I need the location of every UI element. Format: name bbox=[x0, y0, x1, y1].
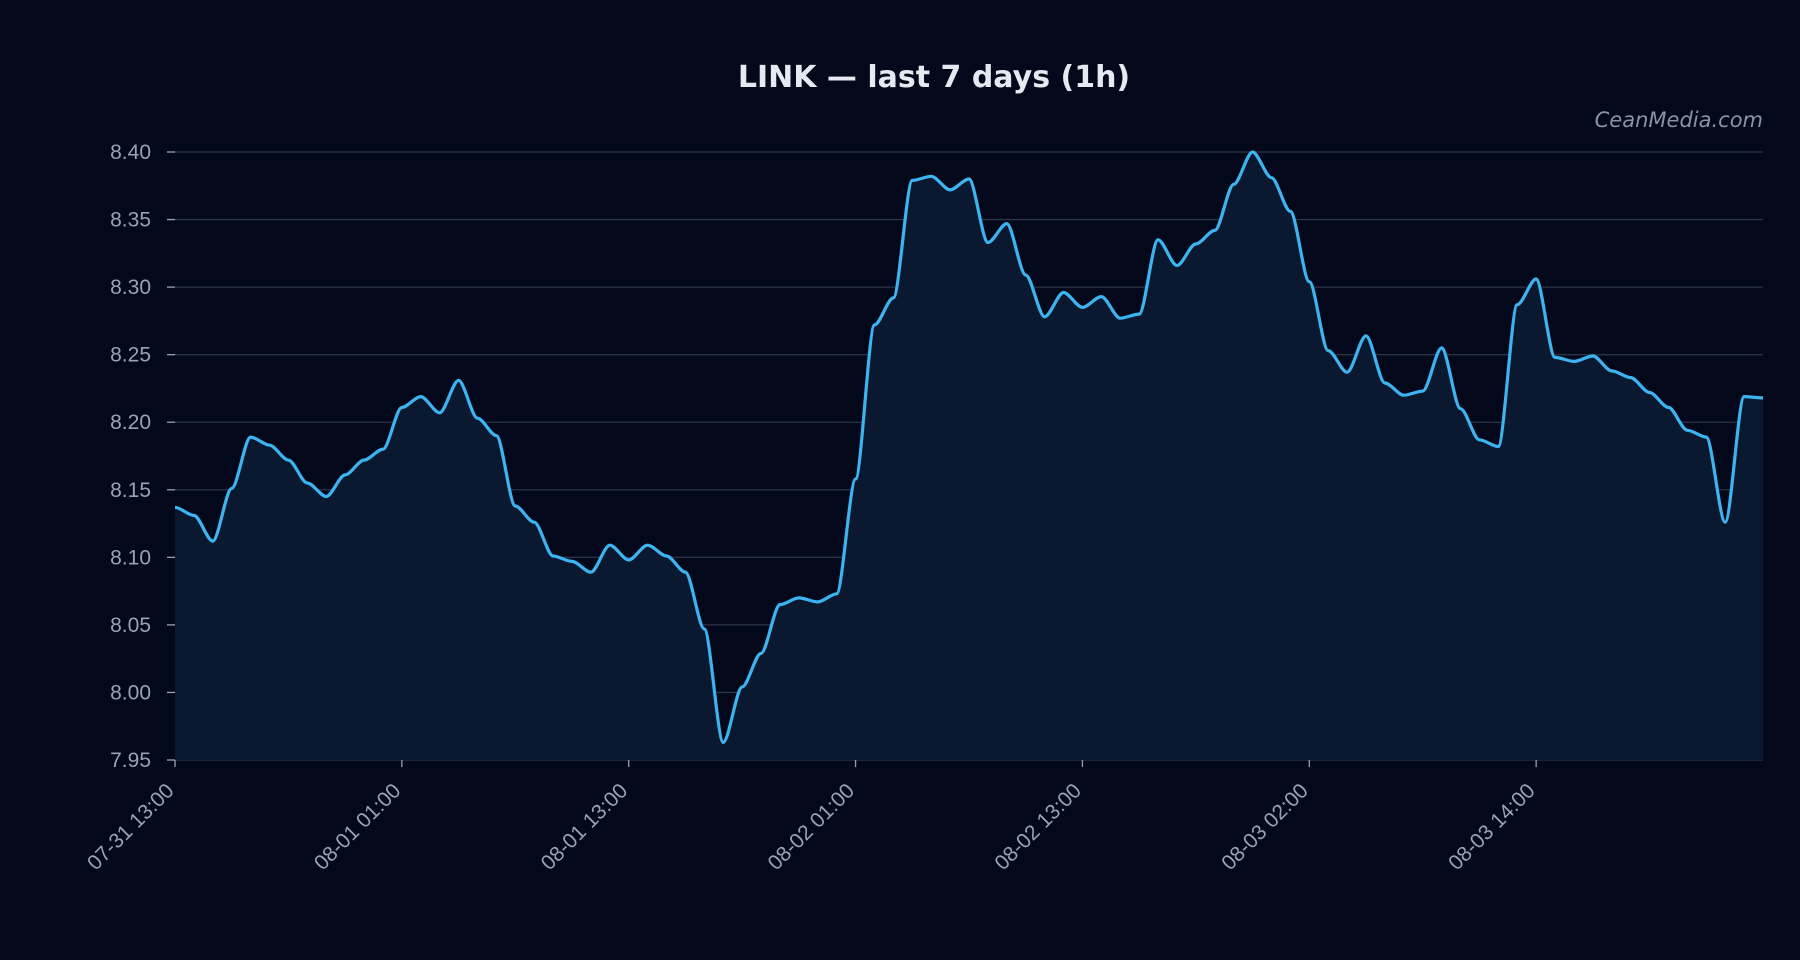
price-area-fill bbox=[175, 152, 1763, 760]
y-tick-label: 8.00 bbox=[110, 681, 151, 704]
chart-title: LINK — last 7 days (1h) bbox=[738, 60, 1130, 95]
y-tick-label: 8.10 bbox=[110, 546, 151, 569]
y-tick-label: 8.40 bbox=[110, 141, 151, 164]
y-tick-label: 8.05 bbox=[110, 614, 151, 637]
y-tick-label: 8.25 bbox=[110, 344, 151, 367]
y-tick-label: 8.15 bbox=[110, 479, 151, 502]
y-axis-ticks: 7.95 8.00 8.05 8.10 8.15 8.20 8.25 8.30 8.35 8.40 bbox=[110, 141, 175, 772]
watermark: CeanMedia.com bbox=[1595, 108, 1763, 132]
y-tick-label: 8.35 bbox=[110, 209, 151, 232]
y-tick-label: 8.30 bbox=[110, 276, 151, 299]
price-series-line bbox=[174, 150, 1764, 744]
y-tick-label: 7.95 bbox=[110, 749, 151, 772]
y-tick-label: 8.20 bbox=[110, 411, 151, 434]
